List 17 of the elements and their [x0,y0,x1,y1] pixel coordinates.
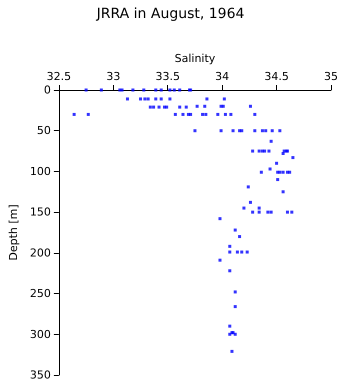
x-tick-label: 33 [106,70,120,83]
y-tick-label: 0 [44,84,51,96]
x-tick-label: 32.5 [46,70,72,83]
y-tick-label: 150 [30,206,51,219]
x-tick-label: 34 [215,70,230,83]
x-tick-label: 35 [324,70,338,83]
y-tick-label: 350 [30,368,51,382]
y-tick-label: 50 [36,124,51,138]
chart-title: JRRA in August, 1964 [96,6,244,22]
y-tick-label: 250 [30,287,51,300]
y-tick-label: 100 [30,164,51,178]
x-axis-title: Salinity [174,52,216,65]
x-tick-label: 33.5 [155,70,180,83]
y-tick-label: 200 [30,246,51,260]
y-tick-label: 300 [30,328,51,341]
y-axis-title: Depth [m] [7,204,20,261]
x-tick-label: 34.5 [264,70,289,83]
